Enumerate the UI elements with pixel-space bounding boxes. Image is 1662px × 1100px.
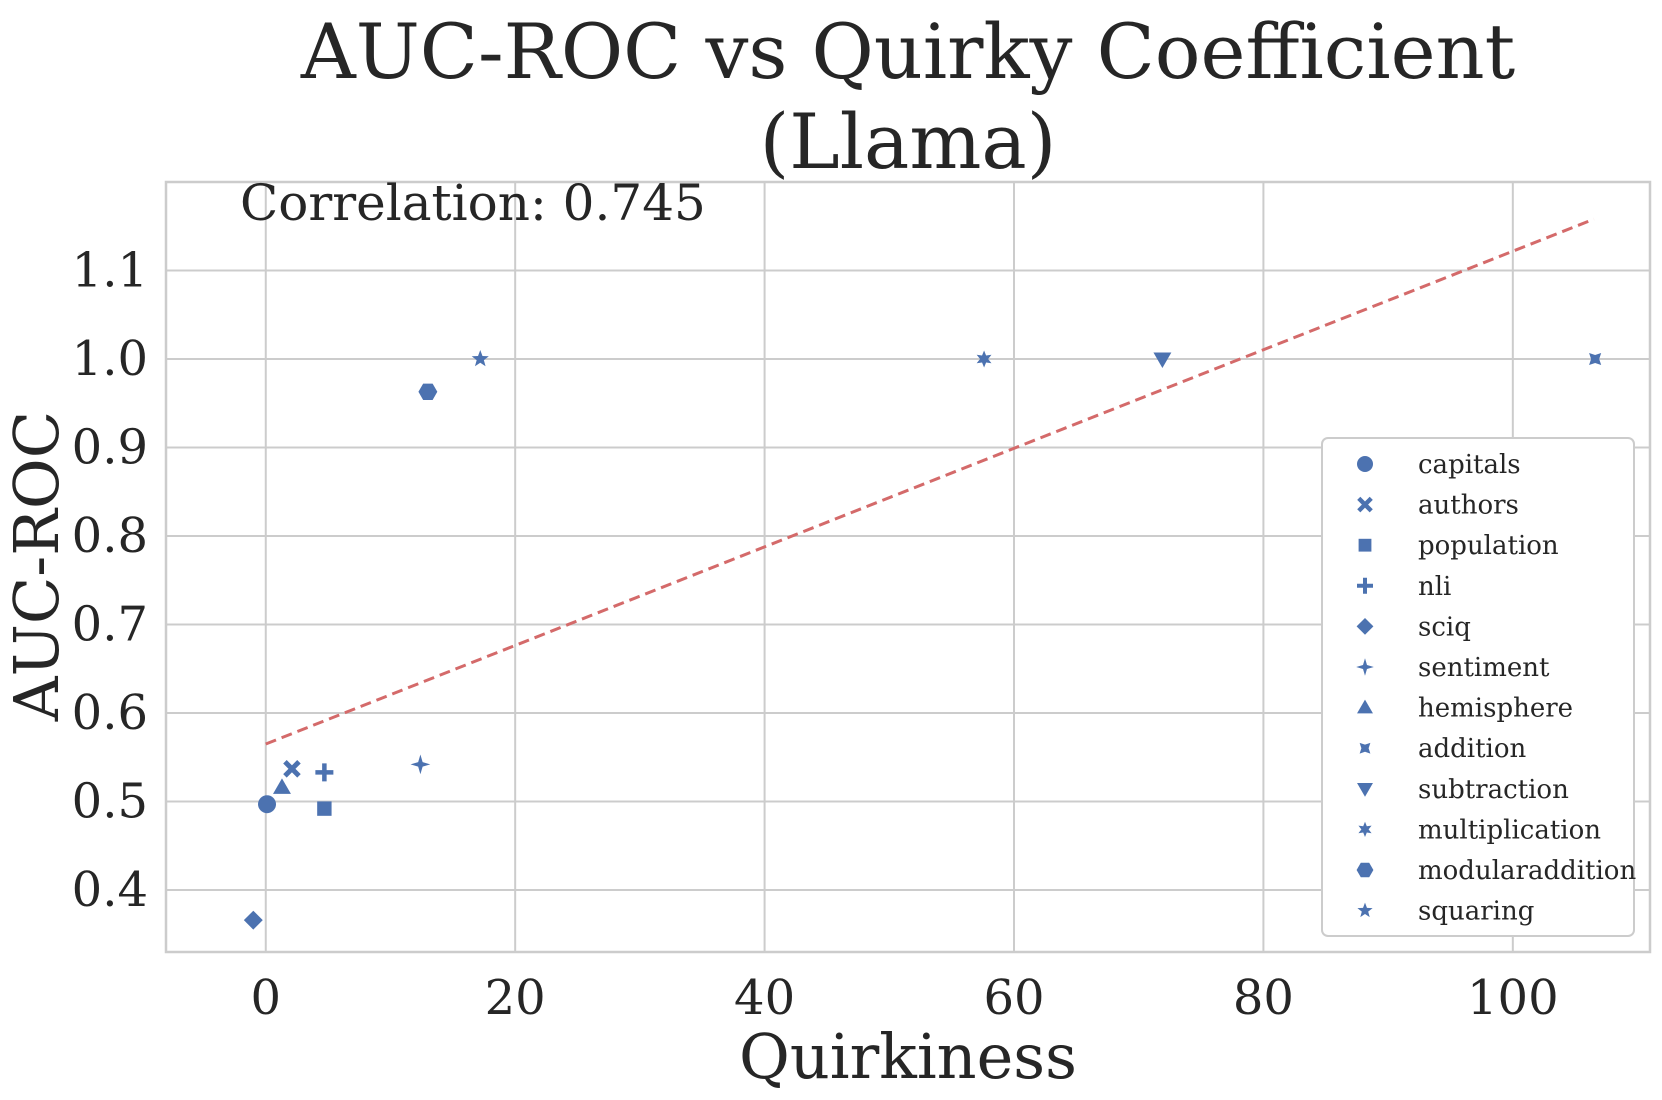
population-marker	[317, 801, 332, 816]
correlation-annotation: Correlation: 0.745	[240, 174, 706, 232]
plot-frame	[164, 180, 1652, 954]
x-tick-label: 0	[250, 970, 281, 1026]
legend-marker-authors	[1357, 496, 1373, 513]
y-tick-labels: 0.4 0.5 0.6 0.7 0.8 0.9 1.0 1.1	[72, 243, 148, 919]
legend-marker-multiplication	[1358, 821, 1372, 837]
legend-marker-hemisphere	[1357, 699, 1373, 714]
sentiment-marker	[410, 754, 431, 775]
point-modularaddition	[418, 383, 438, 400]
point-capitals	[258, 795, 277, 814]
point-multiplication	[976, 350, 992, 368]
legend-label: capitals	[1418, 450, 1521, 480]
y-tick-label: 1.1	[72, 243, 148, 299]
nli-marker	[315, 763, 334, 782]
sciq-marker	[243, 910, 263, 930]
legend-box	[1321, 437, 1635, 937]
x-tick-labels: 0 20 40 60 80 100	[250, 970, 1558, 1026]
legend: capitals authors population nli sciq sentimen…	[1321, 437, 1636, 937]
legend-label: addition	[1418, 734, 1527, 764]
legend-item-multiplication: multiplication	[1358, 815, 1601, 845]
legend-marker-sciq	[1356, 618, 1374, 635]
point-sentiment	[410, 754, 431, 775]
legend-label: multiplication	[1418, 815, 1601, 845]
subtraction-marker	[1153, 352, 1172, 369]
trendline-group	[265, 217, 1595, 746]
authors-marker	[283, 760, 301, 778]
legend-label: modularaddition	[1418, 856, 1636, 886]
legend-marker-nli	[1357, 577, 1373, 594]
legend-label: nli	[1418, 572, 1451, 602]
legend-marker-population	[1358, 538, 1372, 552]
legend-label: sentiment	[1418, 653, 1550, 683]
capitals-marker	[258, 795, 277, 814]
legend-item-nli: nli	[1357, 572, 1451, 602]
legend-marker-squaring	[1357, 902, 1373, 918]
legend-item-subtraction: subtraction	[1357, 775, 1569, 805]
hemisphere-marker	[273, 778, 291, 794]
chart-title-line-1: AUC-ROC vs Quirky Coefficient	[300, 7, 1515, 96]
legend-item-addition: addition	[1359, 734, 1527, 764]
legend-label: squaring	[1418, 897, 1534, 927]
legend-item-sentiment: sentiment	[1356, 653, 1550, 683]
legend-item-modularaddition: modularaddition	[1356, 856, 1636, 886]
legend-label: subtraction	[1418, 775, 1569, 805]
y-tick-label: 0.8	[72, 508, 148, 564]
x-tick-label: 20	[485, 970, 546, 1026]
chart-title-line-2: (Llama)	[760, 97, 1057, 186]
y-tick-label: 0.5	[72, 774, 148, 830]
legend-item-population: population	[1358, 531, 1559, 561]
addition-marker	[1589, 352, 1602, 366]
x-axis-label: Quirkiness	[739, 1020, 1077, 1093]
legend-marker-capitals	[1357, 456, 1373, 472]
point-hemisphere	[273, 778, 291, 794]
point-authors	[283, 760, 301, 778]
point-sciq	[243, 910, 263, 930]
y-tick-label: 1.0	[72, 331, 148, 387]
legend-label: sciq	[1418, 612, 1471, 642]
x-tick-label: 40	[734, 970, 795, 1026]
x-tick-label: 60	[983, 970, 1044, 1026]
y-tick-label: 0.9	[72, 420, 148, 476]
legend-marker-sentiment	[1356, 658, 1374, 676]
legend-item-sciq: sciq	[1356, 612, 1471, 642]
legend-marker-subtraction	[1357, 783, 1373, 797]
legend-marker-addition	[1359, 742, 1371, 754]
modularaddition-marker	[418, 383, 438, 400]
squaring-marker	[471, 350, 489, 367]
legend-item-authors: authors	[1357, 491, 1519, 521]
point-addition	[1589, 352, 1602, 366]
y-tick-label: 0.6	[72, 685, 148, 741]
legend-item-squaring: squaring	[1357, 897, 1534, 927]
point-squaring	[471, 350, 489, 367]
point-nli	[315, 763, 334, 782]
legend-item-hemisphere: hemisphere	[1357, 694, 1573, 724]
point-population	[317, 801, 332, 816]
point-subtraction	[1153, 352, 1172, 369]
legend-label: hemisphere	[1418, 694, 1573, 724]
y-tick-label: 0.7	[72, 597, 148, 653]
y-tick-label: 0.4	[72, 862, 148, 918]
legend-marker-modularaddition	[1356, 862, 1374, 878]
x-tick-label: 100	[1467, 970, 1559, 1026]
multiplication-marker	[976, 350, 992, 368]
legend-label: authors	[1418, 491, 1519, 521]
trendline	[265, 217, 1595, 746]
x-tick-label: 80	[1233, 970, 1294, 1026]
y-axis-label: AUC-ROC	[0, 411, 73, 722]
legend-label: population	[1418, 531, 1559, 561]
data-points	[243, 350, 1602, 930]
legend-item-capitals: capitals	[1357, 450, 1521, 480]
